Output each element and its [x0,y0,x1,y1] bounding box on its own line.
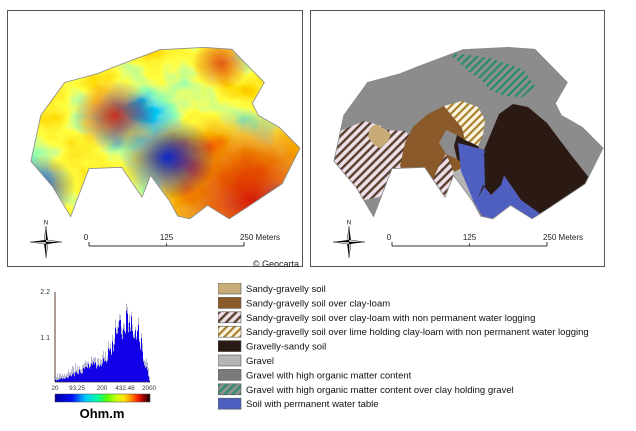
svg-text:93.25: 93.25 [69,385,85,392]
svg-text:1.1: 1.1 [40,335,50,342]
svg-text:Gravelly-sandy soil: Gravelly-sandy soil [246,342,326,353]
svg-text:2.2: 2.2 [40,289,50,296]
svg-text:0: 0 [84,233,89,242]
svg-text:2000: 2000 [142,385,157,392]
svg-text:250 Meters: 250 Meters [240,233,280,242]
svg-text:125: 125 [160,233,174,242]
svg-text:N: N [44,220,49,227]
svg-text:Gravel with high organic matte: Gravel with high organic matter content … [246,385,514,396]
svg-text:Sandy-gravelly soil over clay-: Sandy-gravelly soil over clay-loam with … [246,313,535,324]
svg-text:Soil with permanent water tabl: Soil with permanent water table [246,399,379,410]
svg-text:Sandy-gravelly soil over lime: Sandy-gravelly soil over lime holding cl… [246,327,589,338]
svg-text:Gravel: Gravel [246,356,274,367]
svg-text:Sandy-gravelly soil over clay-: Sandy-gravelly soil over clay-loam [246,298,390,309]
svg-text:200: 200 [97,385,108,392]
svg-text:20: 20 [51,385,59,392]
svg-text:Sandy-gravelly soil: Sandy-gravelly soil [246,284,326,295]
svg-text:Gravel with high organic matte: Gravel with high organic matter content [246,370,412,381]
svg-text:432.48: 432.48 [115,385,135,392]
svg-text:© Geocarta: © Geocarta [253,259,299,269]
svg-text:0: 0 [387,233,392,242]
svg-text:250 Meters: 250 Meters [543,233,583,242]
svg-text:Ohm.m: Ohm.m [80,406,125,421]
svg-text:N: N [347,220,352,227]
svg-text:125: 125 [463,233,477,242]
